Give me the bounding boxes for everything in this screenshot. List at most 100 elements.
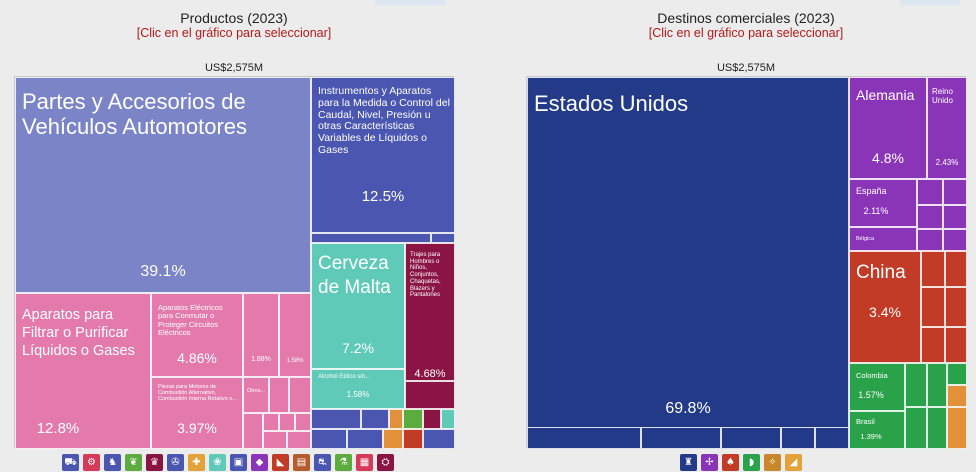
treemap-cell-small[interactable]	[945, 287, 967, 327]
truck-icon[interactable]: ⛟	[62, 454, 79, 471]
treemap-cell-small[interactable]	[927, 407, 947, 449]
treemap-cell-small[interactable]	[269, 377, 289, 413]
products-title-block: Productos (2023) [Clic en el gráfico par…	[14, 10, 454, 40]
treemap-cell-small[interactable]	[905, 407, 927, 449]
south-america-icon[interactable]: ◗	[743, 454, 760, 471]
treemap-cell-small[interactable]	[403, 429, 423, 449]
treemap-cell-small[interactable]	[347, 429, 383, 449]
treemap-cell-small[interactable]	[917, 229, 943, 251]
glass-icon[interactable]: ▦	[356, 454, 373, 471]
treemap-cell-small[interactable]	[289, 377, 311, 413]
cell-percent: 3.97%	[177, 420, 217, 436]
treemap-cell-small[interactable]	[945, 327, 967, 363]
treemap-cell-small[interactable]	[311, 429, 347, 449]
treemap-cell-pink-188[interactable]: 1.88%	[243, 293, 279, 377]
treemap-cell-small[interactable]	[921, 251, 945, 287]
africa-icon[interactable]: ◢	[785, 454, 802, 471]
gear-icon[interactable]: ⚙	[83, 454, 100, 471]
treemap-cell-aparatos-filtrar[interactable]: Aparatos para Filtrar o Purificar Líquid…	[15, 293, 151, 449]
train-icon[interactable]: ⛭	[377, 454, 394, 471]
treemap-cell-small[interactable]	[423, 429, 455, 449]
treemap-cell-small[interactable]	[943, 179, 967, 205]
treemap-cell-colombia[interactable]: Colombia 1.57%	[849, 363, 905, 411]
central-america-icon[interactable]: ✧	[764, 454, 781, 471]
treemap-cell-small[interactable]	[921, 327, 945, 363]
treemap-cell-small[interactable]	[295, 413, 311, 431]
treemap-cell-small[interactable]	[383, 429, 403, 449]
treemap-cell-otros[interactable]: Otros...	[243, 377, 269, 413]
treemap-cell-small[interactable]	[943, 229, 967, 251]
cell-percent: 1.88%	[251, 356, 271, 363]
shoe-icon[interactable]: ◣	[272, 454, 289, 471]
vehicle-icon[interactable]: ⛐	[314, 454, 331, 471]
treemap-cell-small[interactable]	[721, 427, 781, 449]
treemap-cell-small[interactable]	[917, 205, 943, 229]
plant-icon[interactable]: ❦	[125, 454, 142, 471]
treemap-cell-small[interactable]	[527, 427, 641, 449]
paper-icon[interactable]: ▤	[293, 454, 310, 471]
treemap-cell-small[interactable]	[405, 381, 455, 409]
chemical-icon[interactable]: ✚	[188, 454, 205, 471]
treemap-cell-alemania[interactable]: Alemania 4.8%	[849, 77, 927, 179]
treemap-cell-small[interactable]	[917, 179, 943, 205]
treemap-cell-small[interactable]	[423, 409, 441, 429]
treemap-cell-small[interactable]	[389, 409, 403, 429]
machine-icon[interactable]: ✇	[167, 454, 184, 471]
treemap-cell-small[interactable]	[403, 409, 423, 429]
cell-label: Estados Unidos	[534, 91, 689, 116]
treemap-cell-piezas-motores[interactable]: Piezas para Motores de Combustión Altern…	[151, 377, 243, 449]
cell-percent: 4.8%	[872, 150, 904, 166]
treemap-cell-small[interactable]	[279, 413, 295, 431]
north-america-icon[interactable]: ♜	[680, 454, 697, 471]
treemap-cell-small[interactable]	[947, 385, 967, 407]
treemap-cell-small[interactable]	[361, 409, 389, 429]
treemap-cell-instrumentos[interactable]: Instrumentos y Aparatos para la Medida o…	[311, 77, 455, 233]
treemap-cell-small[interactable]	[263, 413, 279, 431]
products-treemap[interactable]: Partes y Accesorios de Vehículos Automot…	[14, 76, 455, 449]
box-icon[interactable]: ▣	[230, 454, 247, 471]
asia-icon[interactable]: ♠	[722, 454, 739, 471]
treemap-cell-china[interactable]: China 3.4%	[849, 251, 921, 363]
treemap-cell-espana[interactable]: España 2.11%	[849, 179, 917, 227]
treemap-cell-small[interactable]	[311, 233, 431, 243]
products-select-hint[interactable]: [Clic en el gráfico para seleccionar]	[136, 26, 332, 41]
cell-percent: 1.39%	[860, 432, 882, 441]
treemap-cell-small[interactable]	[947, 407, 967, 449]
treemap-cell-small[interactable]	[927, 363, 947, 407]
treemap-cell-small[interactable]	[311, 409, 361, 429]
treemap-cell-small[interactable]	[441, 409, 455, 429]
cell-percent: 1.58%	[286, 358, 304, 364]
destinations-title: Destinos comerciales (2023)	[657, 10, 835, 26]
gem-icon[interactable]: ◆	[251, 454, 268, 471]
cell-label: Colombia	[856, 371, 888, 380]
treemap-cell-brasil[interactable]: Brasil 1.39%	[849, 411, 905, 449]
animal-icon[interactable]: ♞	[104, 454, 121, 471]
treemap-cell-small[interactable]	[431, 233, 455, 243]
europe-icon[interactable]: ✢	[701, 454, 718, 471]
vegetable-icon[interactable]: ❀	[209, 454, 226, 471]
treemap-cell-small[interactable]	[947, 363, 967, 385]
flask-icon[interactable]: ⚗	[335, 454, 352, 471]
treemap-cell-small[interactable]	[781, 427, 815, 449]
treemap-cell-small[interactable]	[905, 363, 927, 407]
treemap-cell-small[interactable]	[945, 251, 967, 287]
treemap-cell-small[interactable]	[287, 431, 311, 449]
treemap-cell-small[interactable]	[921, 287, 945, 327]
treemap-cell-small[interactable]	[641, 427, 721, 449]
treemap-cell-belgica[interactable]: Bélgica	[849, 227, 917, 251]
treemap-cell-reino-unido[interactable]: Reino Unido 2.43%	[927, 77, 967, 179]
treemap-cell-partes-accesorios[interactable]: Partes y Accesorios de Vehículos Automot…	[15, 77, 311, 293]
treemap-cell-alcohol[interactable]: Alcohol Etílico sin... 1.58%	[311, 369, 405, 409]
treemap-cell-small[interactable]	[815, 427, 849, 449]
treemap-cell-small[interactable]	[243, 413, 263, 449]
treemap-cell-estados-unidos[interactable]: Estados Unidos 69.8%	[527, 77, 849, 449]
treemap-cell-pink-158[interactable]: 1.58%	[279, 293, 311, 377]
clothing-icon[interactable]: ♛	[146, 454, 163, 471]
treemap-cell-cerveza[interactable]: Cerveza de Malta 7.2%	[311, 243, 405, 369]
destinations-select-hint[interactable]: [Clic en el gráfico para seleccionar]	[648, 26, 844, 41]
destinations-treemap[interactable]: Estados Unidos 69.8% Alemania 4.8% Reino…	[526, 76, 967, 449]
treemap-cell-trajes[interactable]: Trajes para Hombres o Niños, Conjuntos, …	[405, 243, 455, 381]
treemap-cell-small[interactable]	[263, 431, 287, 449]
treemap-cell-aparatos-electricos[interactable]: Aparatos Eléctricos para Conmutar o Prot…	[151, 293, 243, 377]
treemap-cell-small[interactable]	[943, 205, 967, 229]
